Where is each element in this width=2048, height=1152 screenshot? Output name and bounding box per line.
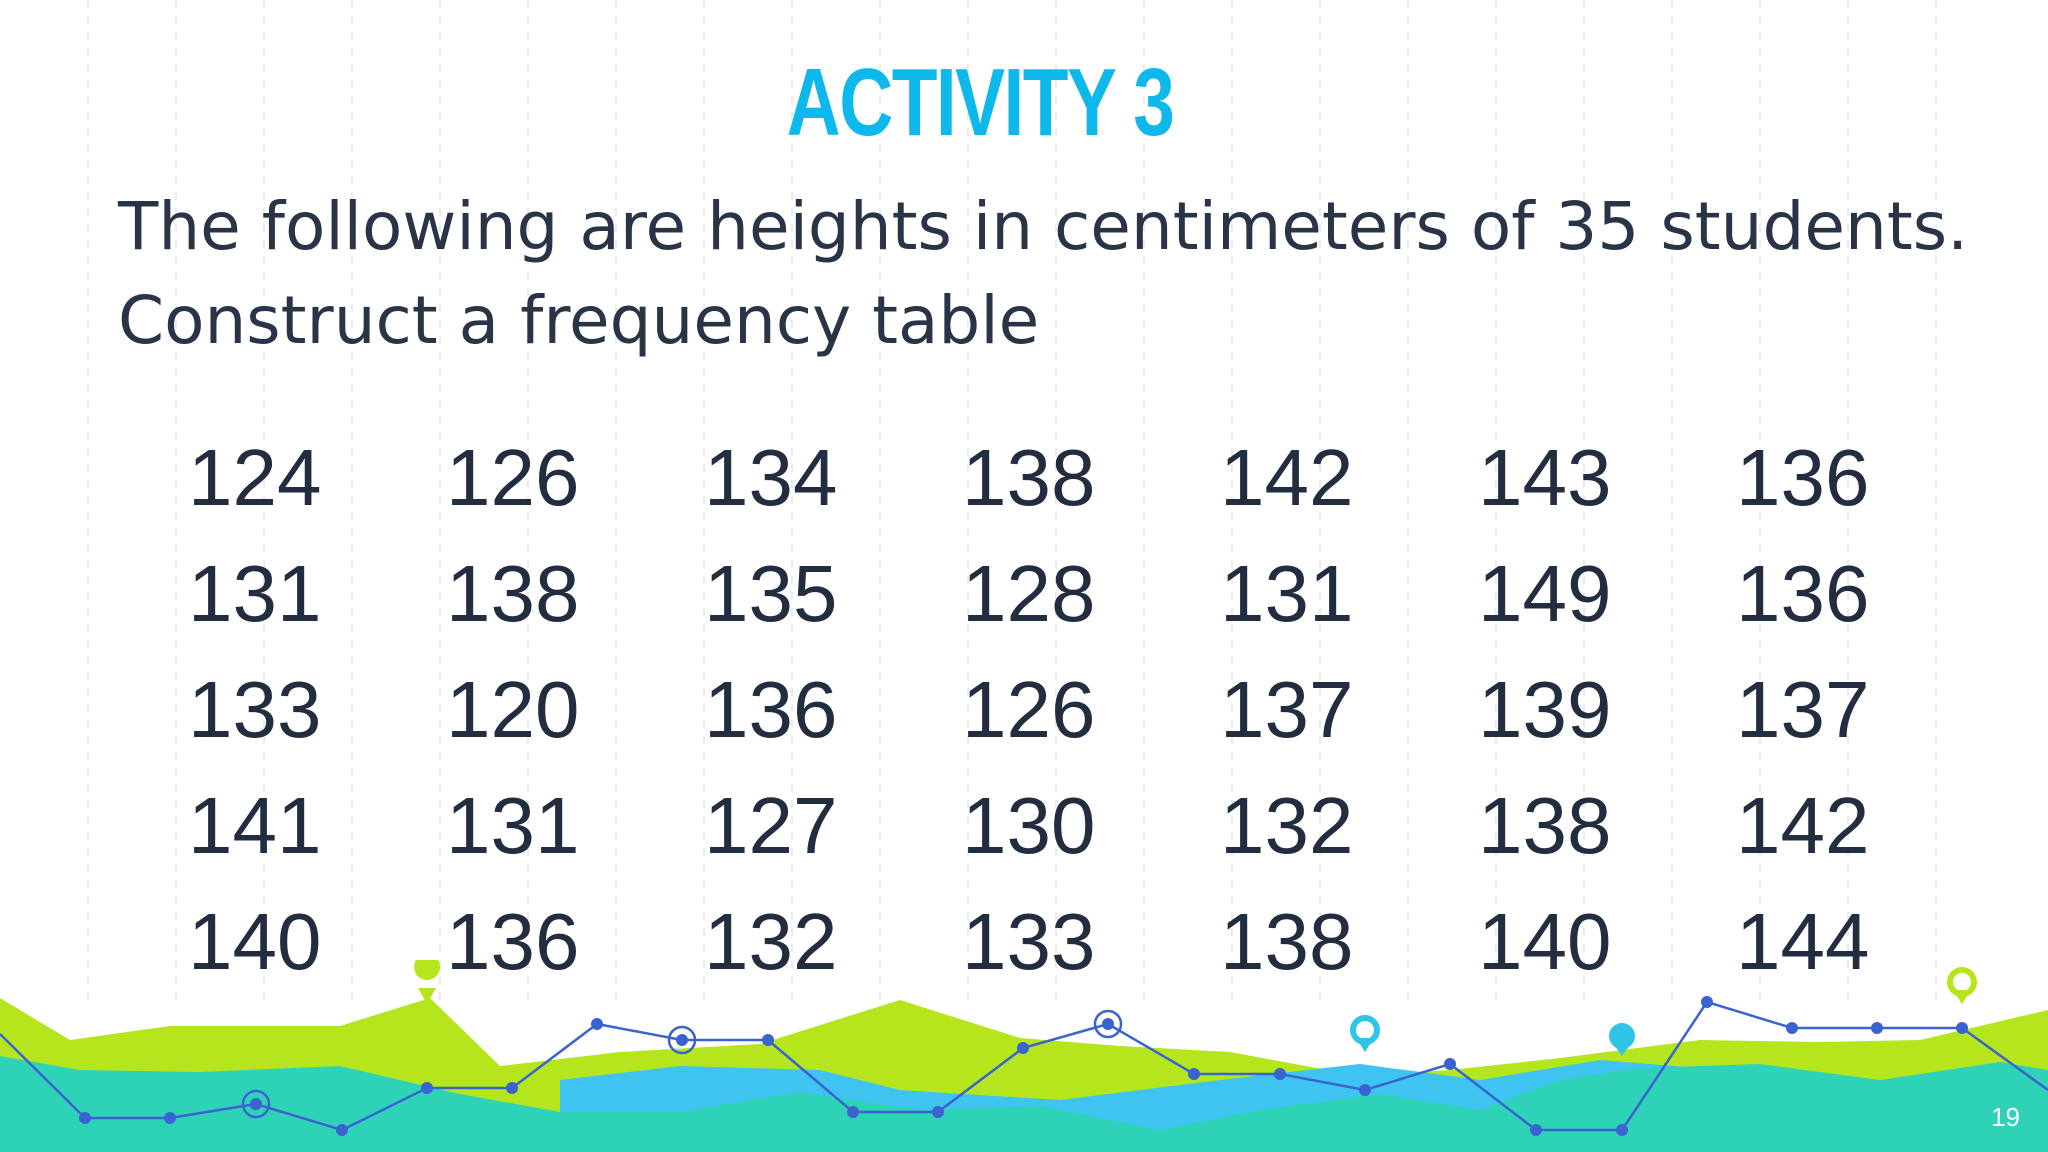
map-pin-solid-icon bbox=[1609, 1023, 1635, 1056]
height-value: 136 bbox=[446, 897, 580, 986]
height-value: 142 bbox=[1736, 781, 1870, 870]
height-value: 140 bbox=[188, 897, 322, 986]
height-value: 138 bbox=[446, 549, 580, 638]
height-value: 130 bbox=[962, 781, 1096, 870]
height-value: 141 bbox=[188, 781, 322, 870]
height-value: 138 bbox=[1220, 897, 1354, 986]
height-value: 120 bbox=[446, 665, 580, 754]
map-pin-outline-icon bbox=[1350, 1015, 1380, 1052]
height-value: 136 bbox=[704, 665, 838, 754]
slide-title: ACTIVITY 3 bbox=[786, 49, 1175, 156]
prompt-line-1: The following are heights in centimeters… bbox=[118, 188, 1969, 265]
height-value: 138 bbox=[1478, 781, 1612, 870]
height-value: 144 bbox=[1736, 897, 1870, 986]
map-pin-lime-outline-icon bbox=[1947, 967, 1977, 1004]
map-pin-icon bbox=[414, 960, 441, 1004]
height-value: 140 bbox=[1478, 897, 1612, 986]
height-value: 142 bbox=[1220, 433, 1354, 522]
height-values-grid: 124 126 134 138 142 143 136 131 138 135 … bbox=[188, 420, 1994, 1000]
height-value: 131 bbox=[1220, 549, 1354, 638]
height-value: 137 bbox=[1736, 665, 1870, 754]
trend-points bbox=[79, 996, 1968, 1136]
height-value: 133 bbox=[962, 897, 1096, 986]
height-value: 126 bbox=[446, 433, 580, 522]
height-value: 133 bbox=[188, 665, 322, 754]
height-value: 127 bbox=[704, 781, 838, 870]
height-value: 126 bbox=[962, 665, 1096, 754]
page-number: 19 bbox=[1991, 1102, 2020, 1132]
height-value: 132 bbox=[1220, 781, 1354, 870]
height-value: 132 bbox=[704, 897, 838, 986]
height-value: 139 bbox=[1478, 665, 1612, 754]
height-value: 143 bbox=[1478, 433, 1612, 522]
height-value: 131 bbox=[446, 781, 580, 870]
highlight-rings bbox=[241, 1009, 1123, 1119]
height-value: 138 bbox=[962, 433, 1096, 522]
activity-prompt: The following are heights in centimeters… bbox=[118, 180, 1998, 368]
height-value: 135 bbox=[704, 549, 838, 638]
height-value: 137 bbox=[1220, 665, 1354, 754]
height-value: 134 bbox=[704, 433, 838, 522]
height-value: 136 bbox=[1736, 433, 1870, 522]
height-value: 136 bbox=[1736, 549, 1870, 638]
height-value: 131 bbox=[188, 549, 322, 638]
prompt-line-2: Construct a frequency table bbox=[118, 282, 1040, 359]
decorative-landscape-footer bbox=[0, 960, 2048, 1152]
height-value: 149 bbox=[1478, 549, 1612, 638]
height-value: 124 bbox=[188, 433, 322, 522]
height-value: 128 bbox=[962, 549, 1096, 638]
